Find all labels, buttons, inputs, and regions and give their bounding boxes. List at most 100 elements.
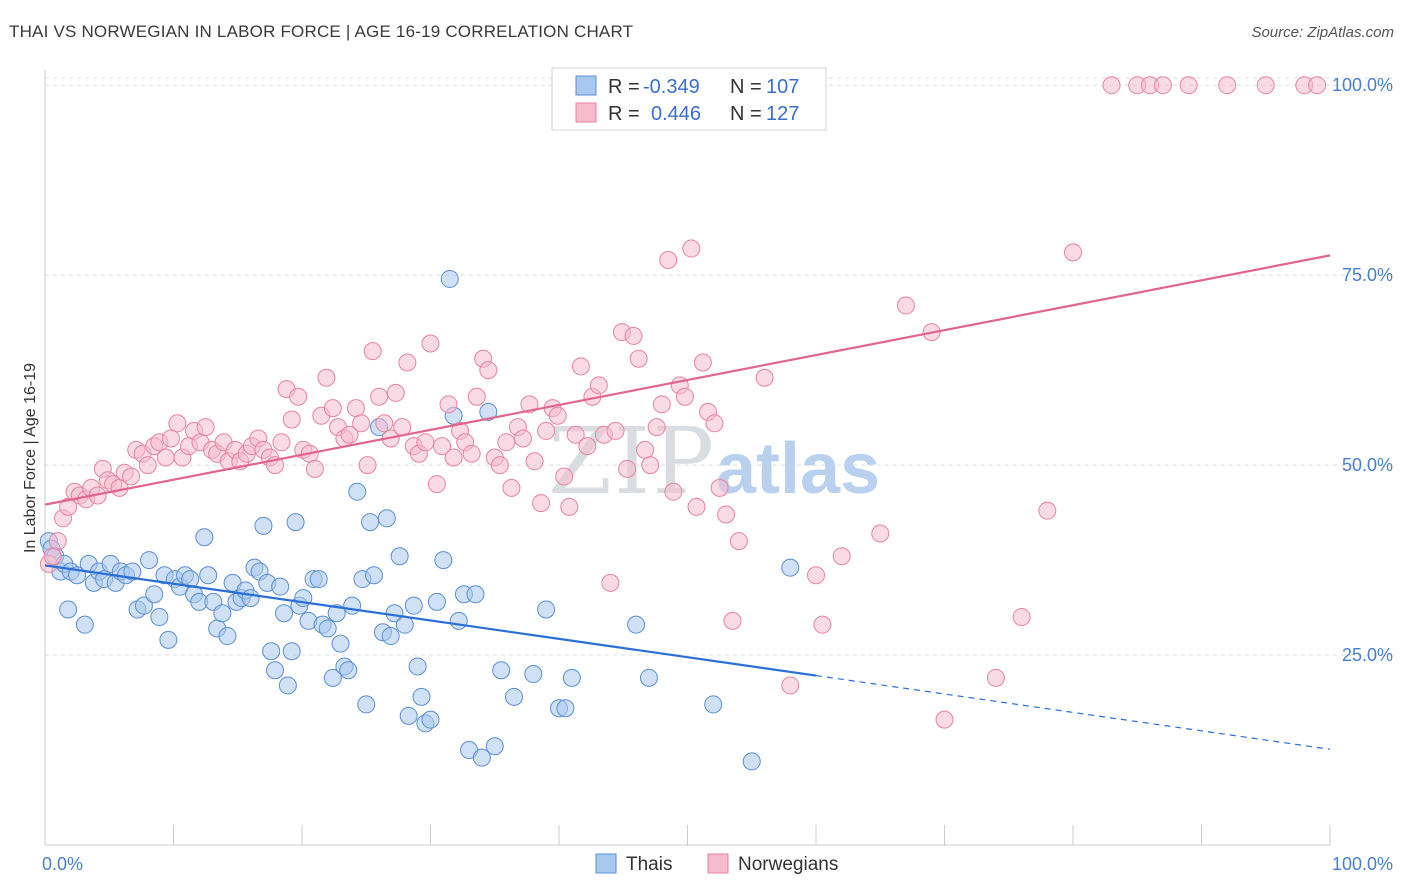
norwegian-point-134 [1102, 76, 1121, 95]
thai-point-43 [254, 516, 273, 535]
norwegian-point-83 [514, 429, 533, 448]
norwegian-point-122 [781, 676, 800, 695]
norwegian-point-116 [705, 414, 724, 433]
thai-point-61 [331, 634, 350, 653]
norwegian-point-118 [717, 505, 736, 524]
thai-point-65 [348, 482, 367, 501]
thai-point-47 [271, 577, 290, 596]
thai-point-91 [472, 748, 491, 767]
legend-n-label-norwegians: N = [730, 103, 762, 125]
thai-point-40 [241, 589, 260, 608]
thai-point-90 [466, 585, 485, 604]
thai-point-78 [404, 596, 423, 615]
thai-point-31 [199, 566, 218, 585]
thai-point-68 [361, 513, 380, 532]
thai-point-93 [485, 737, 504, 756]
norwegian-point-59 [375, 414, 394, 433]
thai-point-77 [399, 706, 418, 725]
norwegian-point-107 [652, 395, 671, 414]
norwegian-point-96 [589, 376, 608, 395]
thai-point-46 [266, 661, 285, 680]
thai-point-96 [524, 665, 543, 684]
thai-point-21 [150, 608, 169, 627]
thai-point-105 [781, 558, 800, 577]
norwegian-point-139 [1218, 76, 1237, 95]
norwegian-point-133 [1064, 243, 1082, 262]
thai-point-95 [505, 687, 524, 706]
norwegian-point-28 [196, 418, 215, 437]
legend-n-value-norwegians: 127 [766, 103, 799, 125]
thai-point-35 [218, 627, 237, 646]
legend-n-value-thais: 107 [766, 76, 799, 98]
norwegian-point-53 [340, 425, 359, 444]
thai-point-49 [278, 676, 297, 695]
thai-point-59 [323, 668, 342, 687]
norwegian-point-113 [687, 497, 706, 516]
norwegian-point-63 [398, 353, 417, 372]
y-tick-labels: 25.0% 50.0% 75.0% 100.0% [1332, 75, 1393, 665]
norwegian-point-126 [871, 524, 890, 543]
thai-point-56 [309, 570, 328, 589]
norwegian-point-44 [289, 387, 308, 406]
thai-point-73 [381, 627, 400, 646]
thai-point-79 [408, 657, 427, 676]
norwegian-point-57 [363, 342, 382, 361]
norwegian-point-77 [479, 361, 498, 380]
norwegian-trend-line [44, 254, 1331, 506]
norwegian-point-142 [1308, 76, 1327, 95]
thai-point-48 [275, 604, 294, 623]
norwegian-point-21 [156, 448, 175, 467]
thai-point-80 [412, 687, 431, 706]
norwegian-point-140 [1256, 76, 1275, 95]
norwegian-point-121 [755, 368, 774, 387]
thai-point-85 [440, 269, 459, 288]
norwegian-point-18 [138, 456, 157, 475]
norwegian-point-117 [710, 478, 729, 497]
norwegian-point-54 [346, 399, 365, 418]
thai-point-50 [282, 642, 301, 661]
bottom-legend-swatch-thais [595, 853, 617, 874]
thai-point-97 [537, 600, 556, 619]
norwegian-point-94 [578, 437, 597, 456]
thai-point-16 [123, 562, 142, 581]
legend-r-value-thais: -0.349 [643, 76, 700, 98]
thai-point-69 [364, 566, 383, 585]
y-tick-label-1: 50.0% [1342, 455, 1393, 475]
thai-point-34 [213, 604, 232, 623]
chart-source: Source: ZipAtlas.com [1251, 24, 1394, 41]
thai-point-101 [627, 615, 646, 634]
thai-point-51 [286, 513, 305, 532]
thai-points [39, 269, 800, 771]
y-axis-label: In Labor Force | Age 16-19 [22, 363, 39, 553]
norwegian-point-119 [723, 611, 742, 630]
thai-point-19 [140, 551, 159, 570]
norwegian-point-84 [520, 395, 539, 414]
thai-point-58 [318, 619, 337, 638]
norwegian-point-105 [641, 456, 660, 475]
legend-swatch-thais [575, 75, 597, 96]
thai-point-23 [159, 630, 178, 649]
norwegian-point-103 [629, 349, 648, 368]
legend-box [551, 67, 827, 131]
norwegian-point-86 [532, 494, 551, 513]
legend-r-label-thais: R = [608, 76, 640, 98]
x-tick-label-0: 0.0% [42, 854, 83, 874]
thai-point-92 [479, 402, 498, 421]
thai-point-82 [421, 710, 440, 729]
norwegian-point-2 [48, 532, 67, 551]
norwegian-point-4 [59, 497, 78, 516]
thai-point-94 [492, 661, 511, 680]
legend-r-value-norwegians: 0.446 [651, 103, 701, 125]
thai-point-100 [562, 668, 581, 687]
norwegian-point-69 [433, 437, 452, 456]
thai-point-83 [427, 592, 446, 611]
norwegian-point-23 [168, 414, 187, 433]
norwegian-point-102 [624, 326, 643, 345]
norwegian-point-61 [386, 383, 405, 402]
thai-point-67 [357, 695, 376, 714]
norwegian-point-1 [43, 547, 62, 566]
thai-trend-line [44, 564, 817, 677]
norwegian-point-43 [282, 410, 301, 429]
norwegian-point-112 [682, 239, 701, 258]
